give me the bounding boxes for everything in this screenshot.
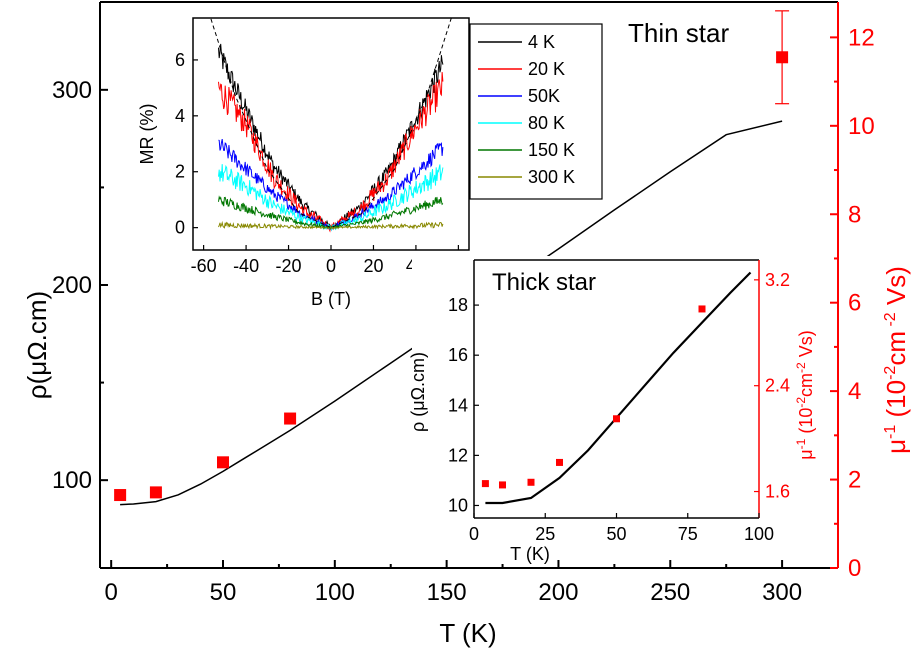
inset-thick-right-label-unit: cm [796,373,816,397]
inset-mr-y-tick-label: 0 [175,218,185,238]
inset-mr-legend-label: 300 K [528,167,575,187]
inset-mr-x-tick-label: -40 [233,256,259,276]
inset-thick-mobility-point [499,481,506,489]
left-y-tick-label: 200 [52,272,92,299]
right-y-tick-label: 4 [848,378,861,405]
inset-thick-left-label-unit: (μΩ.cm) [408,352,428,422]
right-y-label-unit: cm [881,331,911,366]
right-y-axis-label: μ-1 (10-2cm -2 Vs) [881,266,911,454]
x-tick-label: 100 [315,579,355,606]
inset-thick-x-tick-label: 50 [606,524,626,544]
inset-thick-right-axis-label: μ-1 (10-2cm-2 Vs) [794,330,816,459]
x-tick-label: 250 [650,579,690,606]
right-y-label-prefix: (10 [881,380,911,425]
resistivity-line [120,120,783,506]
inset-mr-legend-label: 4 K [528,32,555,52]
left-y-tick-label: 300 [52,77,92,104]
inset-thick-mobility-point [613,415,620,423]
inset-mr-x-tick-label: -60 [191,256,217,276]
inset-thick-x-tick-label: 100 [744,524,774,544]
inset-thick-x-tick-label: 75 [678,524,698,544]
inset-thick-mobility-point [527,478,535,486]
left-y-axis-label: ρ(μΩ.cm) [22,291,52,399]
inset-mr-fit-line [210,18,452,229]
inset-thick-left-tick-label: 10 [448,495,468,515]
inset-mr-x-tick-label: 20 [363,256,383,276]
right-y-tick-label: 8 [848,201,861,228]
inset-thick-left-label-symbol: ρ [408,422,428,432]
inset-mr-y-tick-label: 2 [175,162,185,182]
x-tick-label: 50 [210,579,237,606]
inset-mr-legend-label: 50K [528,86,560,106]
inset-thick-background [412,256,772,556]
inset-thick-right-tick-label: 2.4 [765,376,790,396]
right-y-label-exponent: -1 [882,425,899,439]
chart-title: Thin star [628,18,729,48]
inset-mr-x-tick-label: -20 [276,256,302,276]
inset-thick-x-axis-label: T (K) [510,544,550,564]
inset-thick-right-tick-label: 1.6 [765,482,790,502]
inset-thick-x-tick-label: 0 [469,524,479,544]
inset-mr-curves [210,18,452,233]
inset-mr-legend-box [469,23,603,200]
inset-mr-frame [192,17,470,251]
inset-mr-y-axis-label: MR (%) [137,104,157,165]
left-y-tick-label: 100 [52,467,92,494]
inset-mr-x-axis-label: B (T) [311,289,351,309]
inset-mr-legend-label: 80 K [528,113,565,133]
inset-thick-right-label-exponent: -2 [794,397,808,408]
left-y-label-unit: (μΩ.cm) [22,291,52,385]
x-tick-label: 200 [538,579,578,606]
inset-thick-right-label-exponent: -2 [794,362,808,373]
inset-thick-right-label-exponent: -1 [794,438,808,449]
mobility-point [284,412,297,425]
x-tick-label: 150 [427,579,467,606]
inset-mr-legend-label: 20 K [528,59,565,79]
inset-mr-series-line [218,164,444,232]
right-y-tick-label: 10 [848,113,875,140]
right-y-tick-label: 12 [848,24,875,51]
inset-mr-series-line [218,72,444,233]
inset-thick-x-tick-label: 25 [535,524,555,544]
inset-thick-mobility-point [556,458,563,466]
inset-thick-right-label-symbol: μ [796,449,816,459]
inset-thick-left-tick-label: 16 [448,345,468,365]
mobility-point [776,51,789,64]
inset-thick-left-axis-label: ρ (μΩ.cm) [408,352,428,432]
inset-thick-title: Thick star [492,269,596,296]
inset-magnetoresistance-chart: -60-40-2002040600246B (T)MR (%)4 K20 K50… [137,17,603,309]
right-y-tick-label: 0 [848,555,861,582]
inset-mr-y-tick-label: 4 [175,106,185,126]
right-y-tick-label: 6 [848,290,861,317]
mobility-point [114,489,127,502]
left-y-label-symbol: ρ [22,384,52,399]
inset-mr-x-tick-label: 0 [326,256,336,276]
inset-mr-series-line [218,220,444,230]
right-y-label-exponent: -2 [882,312,899,331]
inset-mr-series-line [218,195,444,230]
inset-thick-star-chart: 0 25 50 75 100 10 12 14 16 18 1.6 2.4 3.2 Thick star T… [408,256,816,564]
inset-thick-left-tick-label: 18 [448,295,468,315]
inset-thick-left-tick-label: 12 [448,445,468,465]
x-tick-label: 300 [762,579,802,606]
inset-thick-right-label-suffix: Vs) [796,330,816,362]
inset-mr-y-tick-label: 6 [175,50,185,70]
inset-thick-right-label-prefix: (10 [796,408,816,439]
inset-thick-right-tick-label: 3.2 [765,270,790,290]
right-y-tick-label: 2 [848,467,861,494]
x-axis-label: T (K) [439,618,496,648]
mobility-point [149,486,162,499]
inset-mr-legend-label: 150 K [528,140,575,160]
right-y-label-suffix: Vs) [881,266,911,312]
inset-thick-mobility-point [481,480,489,488]
x-tick-label: 0 [105,579,118,606]
right-y-label-exponent: -2 [882,366,899,380]
mobility-point [217,456,229,469]
inset-thick-left-tick-label: 14 [448,395,468,415]
right-y-label-symbol: μ [881,439,911,454]
inset-thick-mobility-point [698,305,706,313]
